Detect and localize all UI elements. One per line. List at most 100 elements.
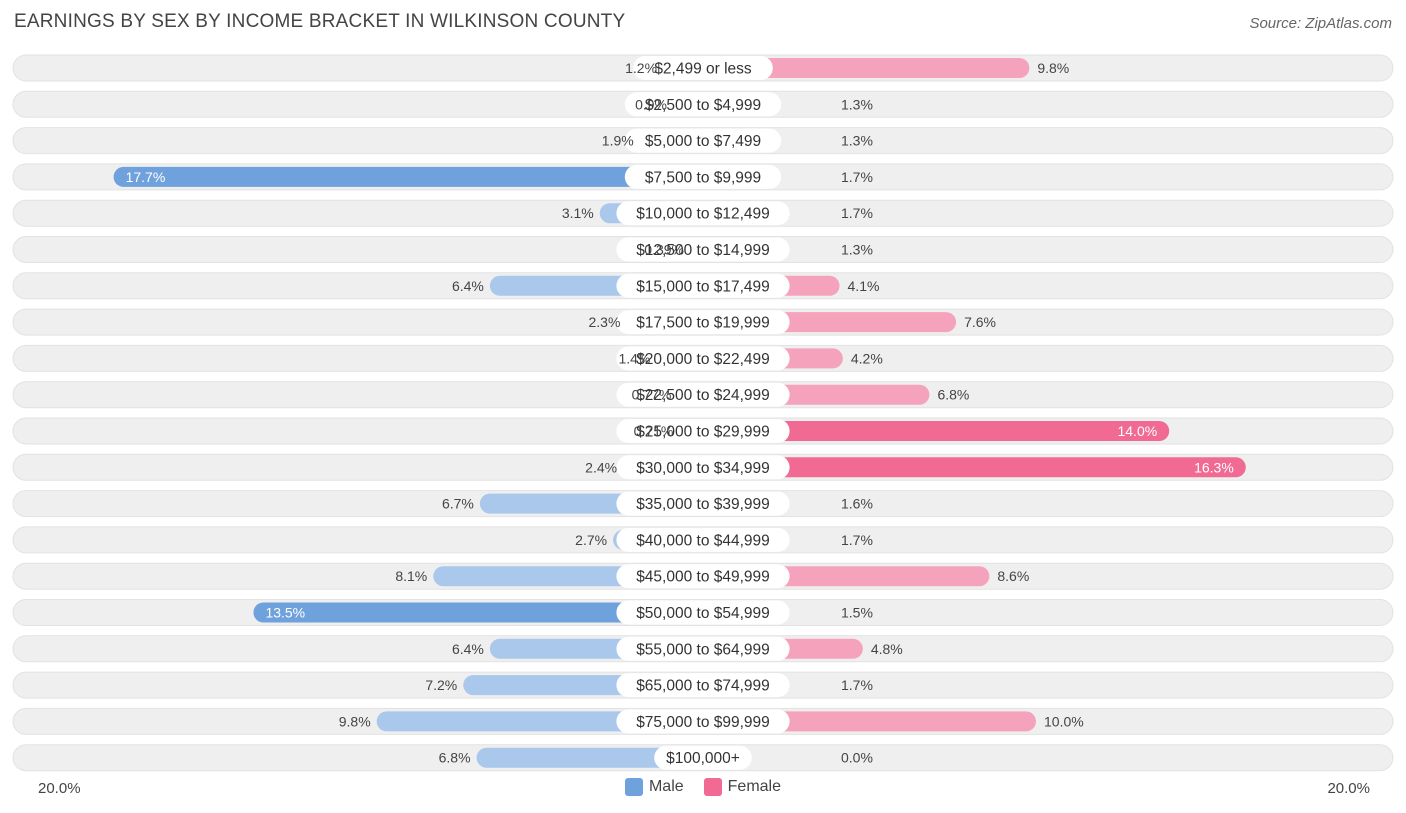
- value-label-male: 6.8%: [439, 750, 471, 766]
- row-7: $17,500 to $19,999 2.3% 7.6%: [12, 308, 1394, 336]
- value-label-male: 3.1%: [562, 205, 594, 221]
- value-label-male: 0.9%: [635, 96, 667, 112]
- row-18: $75,000 to $99,999 9.8% 10.0%: [12, 707, 1394, 735]
- category-label-pill: [616, 455, 790, 480]
- value-label-male: 6.4%: [452, 641, 484, 657]
- bar-female: [693, 421, 1170, 441]
- value-label-male: 1.9%: [602, 133, 634, 149]
- legend-item-female: Female: [703, 778, 782, 796]
- category-label-pill: [616, 673, 790, 698]
- chart-title: EARNINGS BY SEX BY INCOME BRACKET IN WIL…: [14, 11, 626, 32]
- value-label-male: 0.71%: [634, 423, 674, 439]
- row-13: $40,000 to $44,999 2.7% 1.7%: [12, 526, 1394, 554]
- axis-left-label: 20.0%: [38, 780, 81, 797]
- bar-male: [253, 602, 713, 623]
- value-label-female: 10.0%: [1044, 713, 1084, 729]
- category-label-pill: [616, 273, 790, 298]
- value-label-male: 2.3%: [588, 314, 620, 330]
- source-credit: Source: ZipAtlas.com: [1249, 15, 1392, 32]
- category-label-pill: [654, 745, 752, 770]
- value-label-female: 1.3%: [841, 242, 873, 258]
- category-label-pill: [633, 56, 773, 80]
- value-label-male: 2.4%: [585, 459, 617, 475]
- row-19: $100,000+ 6.8% 0.0%: [12, 744, 1394, 772]
- category-label: $75,000 to $99,999: [636, 714, 770, 731]
- category-label: $45,000 to $49,999: [636, 569, 770, 586]
- value-label-female: 14.0%: [1117, 423, 1157, 439]
- row-2: $5,000 to $7,499 1.9% 1.3%: [12, 127, 1394, 155]
- value-label-female: 6.8%: [937, 387, 969, 403]
- category-label-pill: [616, 237, 790, 262]
- category-label: $5,000 to $7,499: [645, 133, 761, 150]
- bar-male: [476, 747, 713, 768]
- value-label-male: 6.7%: [442, 496, 474, 512]
- category-label-pill: [624, 128, 782, 153]
- value-label-male: 8.1%: [395, 568, 427, 584]
- category-label-pill: [616, 382, 790, 407]
- legend-swatch-female: [703, 778, 722, 796]
- value-label-female: 1.7%: [841, 205, 873, 221]
- row-11: $30,000 to $34,999 2.4% 16.3%: [12, 453, 1394, 481]
- legend-swatch-male: [624, 778, 643, 796]
- value-label-female: 7.6%: [964, 314, 996, 330]
- value-label-male: 0.39%: [644, 242, 684, 258]
- row-4: $10,000 to $12,499 3.1% 1.7%: [12, 199, 1394, 227]
- value-label-male: 1.4%: [618, 350, 650, 366]
- category-label-pill: [616, 527, 790, 552]
- category-label: $15,000 to $17,499: [636, 278, 770, 295]
- value-label-female: 16.3%: [1194, 459, 1234, 475]
- category-label-pill: [616, 346, 790, 371]
- category-label: $65,000 to $74,999: [636, 678, 770, 695]
- category-label: $35,000 to $39,999: [636, 496, 770, 513]
- category-label-pill: [616, 201, 790, 226]
- category-label-pill: [624, 164, 782, 189]
- value-label-female: 4.2%: [851, 350, 883, 366]
- category-label: $7,500 to $9,999: [645, 169, 761, 186]
- axis-right-label: 20.0%: [1327, 780, 1370, 797]
- value-label-male: 7.2%: [425, 677, 457, 693]
- row-14: $45,000 to $49,999 8.1% 8.6%: [12, 562, 1394, 590]
- value-label-female: 1.7%: [841, 677, 873, 693]
- value-label-male: 17.7%: [126, 169, 166, 185]
- category-label-pill: [616, 636, 790, 661]
- value-label-male: 9.8%: [339, 713, 371, 729]
- category-label-pill: [616, 600, 790, 625]
- category-label: $10,000 to $12,499: [636, 206, 770, 223]
- legend-label-male: Male: [648, 778, 684, 795]
- value-label-female: 1.7%: [841, 169, 873, 185]
- category-label-pill: [616, 491, 790, 516]
- value-label-male: 13.5%: [265, 605, 305, 621]
- category-label: $55,000 to $64,999: [636, 641, 770, 658]
- value-label-female: 1.6%: [841, 496, 873, 512]
- bar-female: [693, 58, 1030, 78]
- category-label: $22,500 to $24,999: [636, 387, 770, 404]
- value-label-female: 1.7%: [841, 532, 873, 548]
- value-label-female: 9.8%: [1037, 60, 1069, 76]
- value-label-female: 4.1%: [848, 278, 880, 294]
- category-label: $2,499 or less: [654, 61, 752, 78]
- category-label-pill: [616, 310, 790, 335]
- legend-label-female: Female: [727, 778, 782, 795]
- category-label: $12,500 to $14,999: [636, 242, 770, 259]
- value-label-male: 0.77%: [632, 387, 672, 403]
- category-label: $2,500 to $4,999: [645, 97, 761, 114]
- row-3: $7,500 to $9,999 17.7% 1.7%: [12, 163, 1394, 191]
- value-label-female: 1.3%: [841, 96, 873, 112]
- category-label: $50,000 to $54,999: [636, 605, 770, 622]
- category-label: $20,000 to $22,499: [636, 351, 770, 368]
- row-17: $65,000 to $74,999 7.2% 1.7%: [12, 671, 1394, 699]
- value-label-female: 4.8%: [871, 641, 903, 657]
- row-12: $35,000 to $39,999 6.7% 1.6%: [12, 490, 1394, 518]
- category-label: $17,500 to $19,999: [636, 315, 770, 332]
- category-label-pill: [616, 419, 790, 443]
- category-label-pill: [616, 709, 790, 734]
- category-label: $100,000+: [666, 750, 740, 767]
- category-label-pill: [616, 564, 790, 589]
- row-15: $50,000 to $54,999 13.5% 1.5%: [12, 599, 1394, 626]
